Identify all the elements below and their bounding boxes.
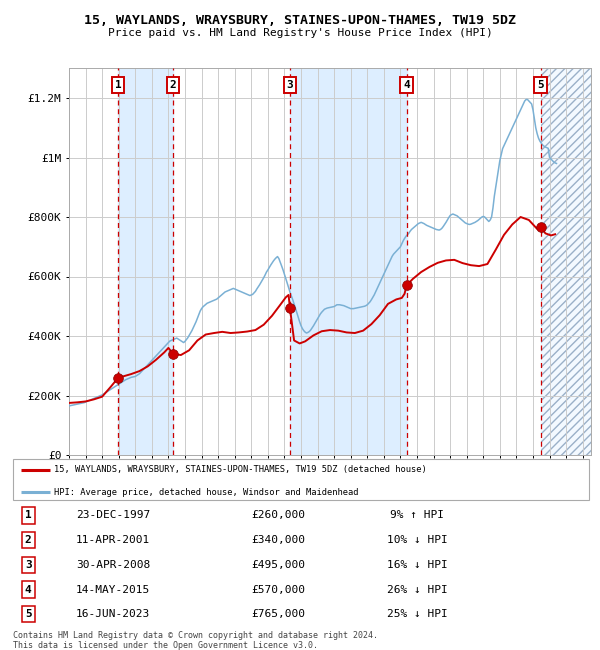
Text: 1: 1 bbox=[115, 80, 122, 90]
Text: 16-JUN-2023: 16-JUN-2023 bbox=[76, 609, 151, 619]
Text: 11-APR-2001: 11-APR-2001 bbox=[76, 535, 151, 545]
Text: This data is licensed under the Open Government Licence v3.0.: This data is licensed under the Open Gov… bbox=[13, 641, 318, 650]
Text: 23-DEC-1997: 23-DEC-1997 bbox=[76, 510, 151, 521]
Bar bbox=[118, 68, 173, 455]
Text: 5: 5 bbox=[537, 80, 544, 90]
Text: £260,000: £260,000 bbox=[251, 510, 305, 521]
Text: 2: 2 bbox=[25, 535, 32, 545]
Text: Contains HM Land Registry data © Crown copyright and database right 2024.: Contains HM Land Registry data © Crown c… bbox=[13, 630, 378, 640]
Bar bbox=[541, 68, 591, 455]
Text: 4: 4 bbox=[25, 584, 32, 595]
Text: £340,000: £340,000 bbox=[251, 535, 305, 545]
Text: 14-MAY-2015: 14-MAY-2015 bbox=[76, 584, 151, 595]
Text: 5: 5 bbox=[25, 609, 32, 619]
Text: Price paid vs. HM Land Registry's House Price Index (HPI): Price paid vs. HM Land Registry's House … bbox=[107, 28, 493, 38]
Bar bbox=[290, 68, 407, 455]
Text: £495,000: £495,000 bbox=[251, 560, 305, 570]
Text: 2: 2 bbox=[170, 80, 176, 90]
Text: 15, WAYLANDS, WRAYSBURY, STAINES-UPON-THAMES, TW19 5DZ: 15, WAYLANDS, WRAYSBURY, STAINES-UPON-TH… bbox=[84, 14, 516, 27]
Text: 15, WAYLANDS, WRAYSBURY, STAINES-UPON-THAMES, TW19 5DZ (detached house): 15, WAYLANDS, WRAYSBURY, STAINES-UPON-TH… bbox=[53, 465, 427, 474]
Text: £570,000: £570,000 bbox=[251, 584, 305, 595]
Text: 30-APR-2008: 30-APR-2008 bbox=[76, 560, 151, 570]
Text: 10% ↓ HPI: 10% ↓ HPI bbox=[387, 535, 448, 545]
FancyBboxPatch shape bbox=[13, 460, 589, 500]
Text: 3: 3 bbox=[25, 560, 32, 570]
Text: 3: 3 bbox=[287, 80, 293, 90]
Text: 26% ↓ HPI: 26% ↓ HPI bbox=[387, 584, 448, 595]
Text: 1: 1 bbox=[25, 510, 32, 521]
Text: 25% ↓ HPI: 25% ↓ HPI bbox=[387, 609, 448, 619]
Text: 9% ↑ HPI: 9% ↑ HPI bbox=[390, 510, 444, 521]
Text: HPI: Average price, detached house, Windsor and Maidenhead: HPI: Average price, detached house, Wind… bbox=[53, 488, 358, 497]
Text: 4: 4 bbox=[403, 80, 410, 90]
Text: 16% ↓ HPI: 16% ↓ HPI bbox=[387, 560, 448, 570]
Text: £765,000: £765,000 bbox=[251, 609, 305, 619]
Bar bbox=[541, 68, 591, 455]
